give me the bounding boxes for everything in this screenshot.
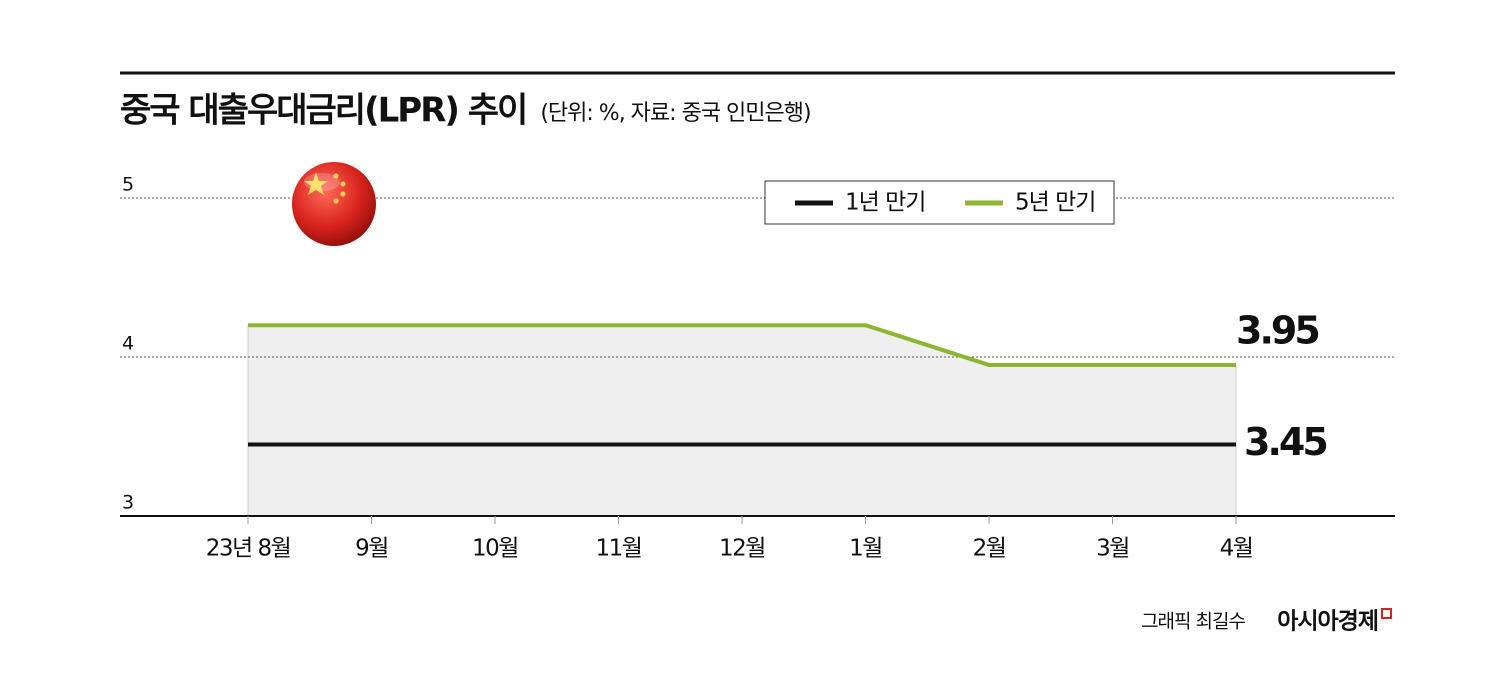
legend-label: 5년 만기 [1015, 190, 1095, 216]
x-tick-label: 3월 [1096, 536, 1129, 562]
value-label: 3.45 [1244, 420, 1326, 464]
x-tick-label: 4월 [1220, 536, 1253, 562]
x-tick-label: 1월 [849, 536, 882, 562]
area [247, 324, 1237, 517]
x-tick-label: 23년 8월 [206, 536, 291, 562]
publisher-logo-mark [1381, 608, 1392, 619]
credit: 그래픽 최길수 [1141, 611, 1245, 633]
x-tick-label: 12월 [719, 536, 765, 562]
legend-label: 1년 만기 [845, 190, 925, 216]
value-label: 3.95 [1236, 308, 1318, 352]
x-tick-label: 10월 [472, 536, 518, 562]
x-tick-label: 9월 [355, 536, 388, 562]
chart-subtitle: (단위: %, 자료: 중국 인민은행) [540, 101, 810, 126]
y-tick-label: 4 [122, 333, 134, 355]
series-line [248, 323, 1236, 367]
flag [292, 162, 376, 246]
plot: 3 4 5 23년 8월 9월 10월 11월 12월 1월 2월 3월 4월 3.45 3.95 [120, 174, 1395, 562]
legend: 1년 만기 5년 만기 [795, 190, 1096, 216]
x-tick-label: 2월 [973, 536, 1006, 562]
publisher: 아시아경제 [1277, 609, 1378, 635]
x-tick-label: 11월 [596, 536, 642, 562]
chart-title: 중국 대출우대금리(LPR) 추이 [120, 91, 526, 131]
y-tick-label: 3 [122, 492, 134, 514]
y-tick-label: 5 [122, 174, 134, 196]
